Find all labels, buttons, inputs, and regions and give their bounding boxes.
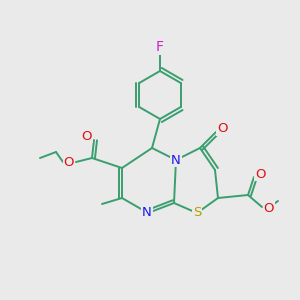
Text: S: S — [193, 206, 201, 220]
Text: O: O — [255, 167, 265, 181]
Text: F: F — [156, 40, 164, 54]
Text: O: O — [82, 130, 92, 142]
Text: O: O — [264, 202, 274, 215]
Text: O: O — [217, 122, 227, 136]
Text: N: N — [142, 206, 152, 220]
Text: N: N — [171, 154, 181, 166]
Text: O: O — [64, 155, 74, 169]
